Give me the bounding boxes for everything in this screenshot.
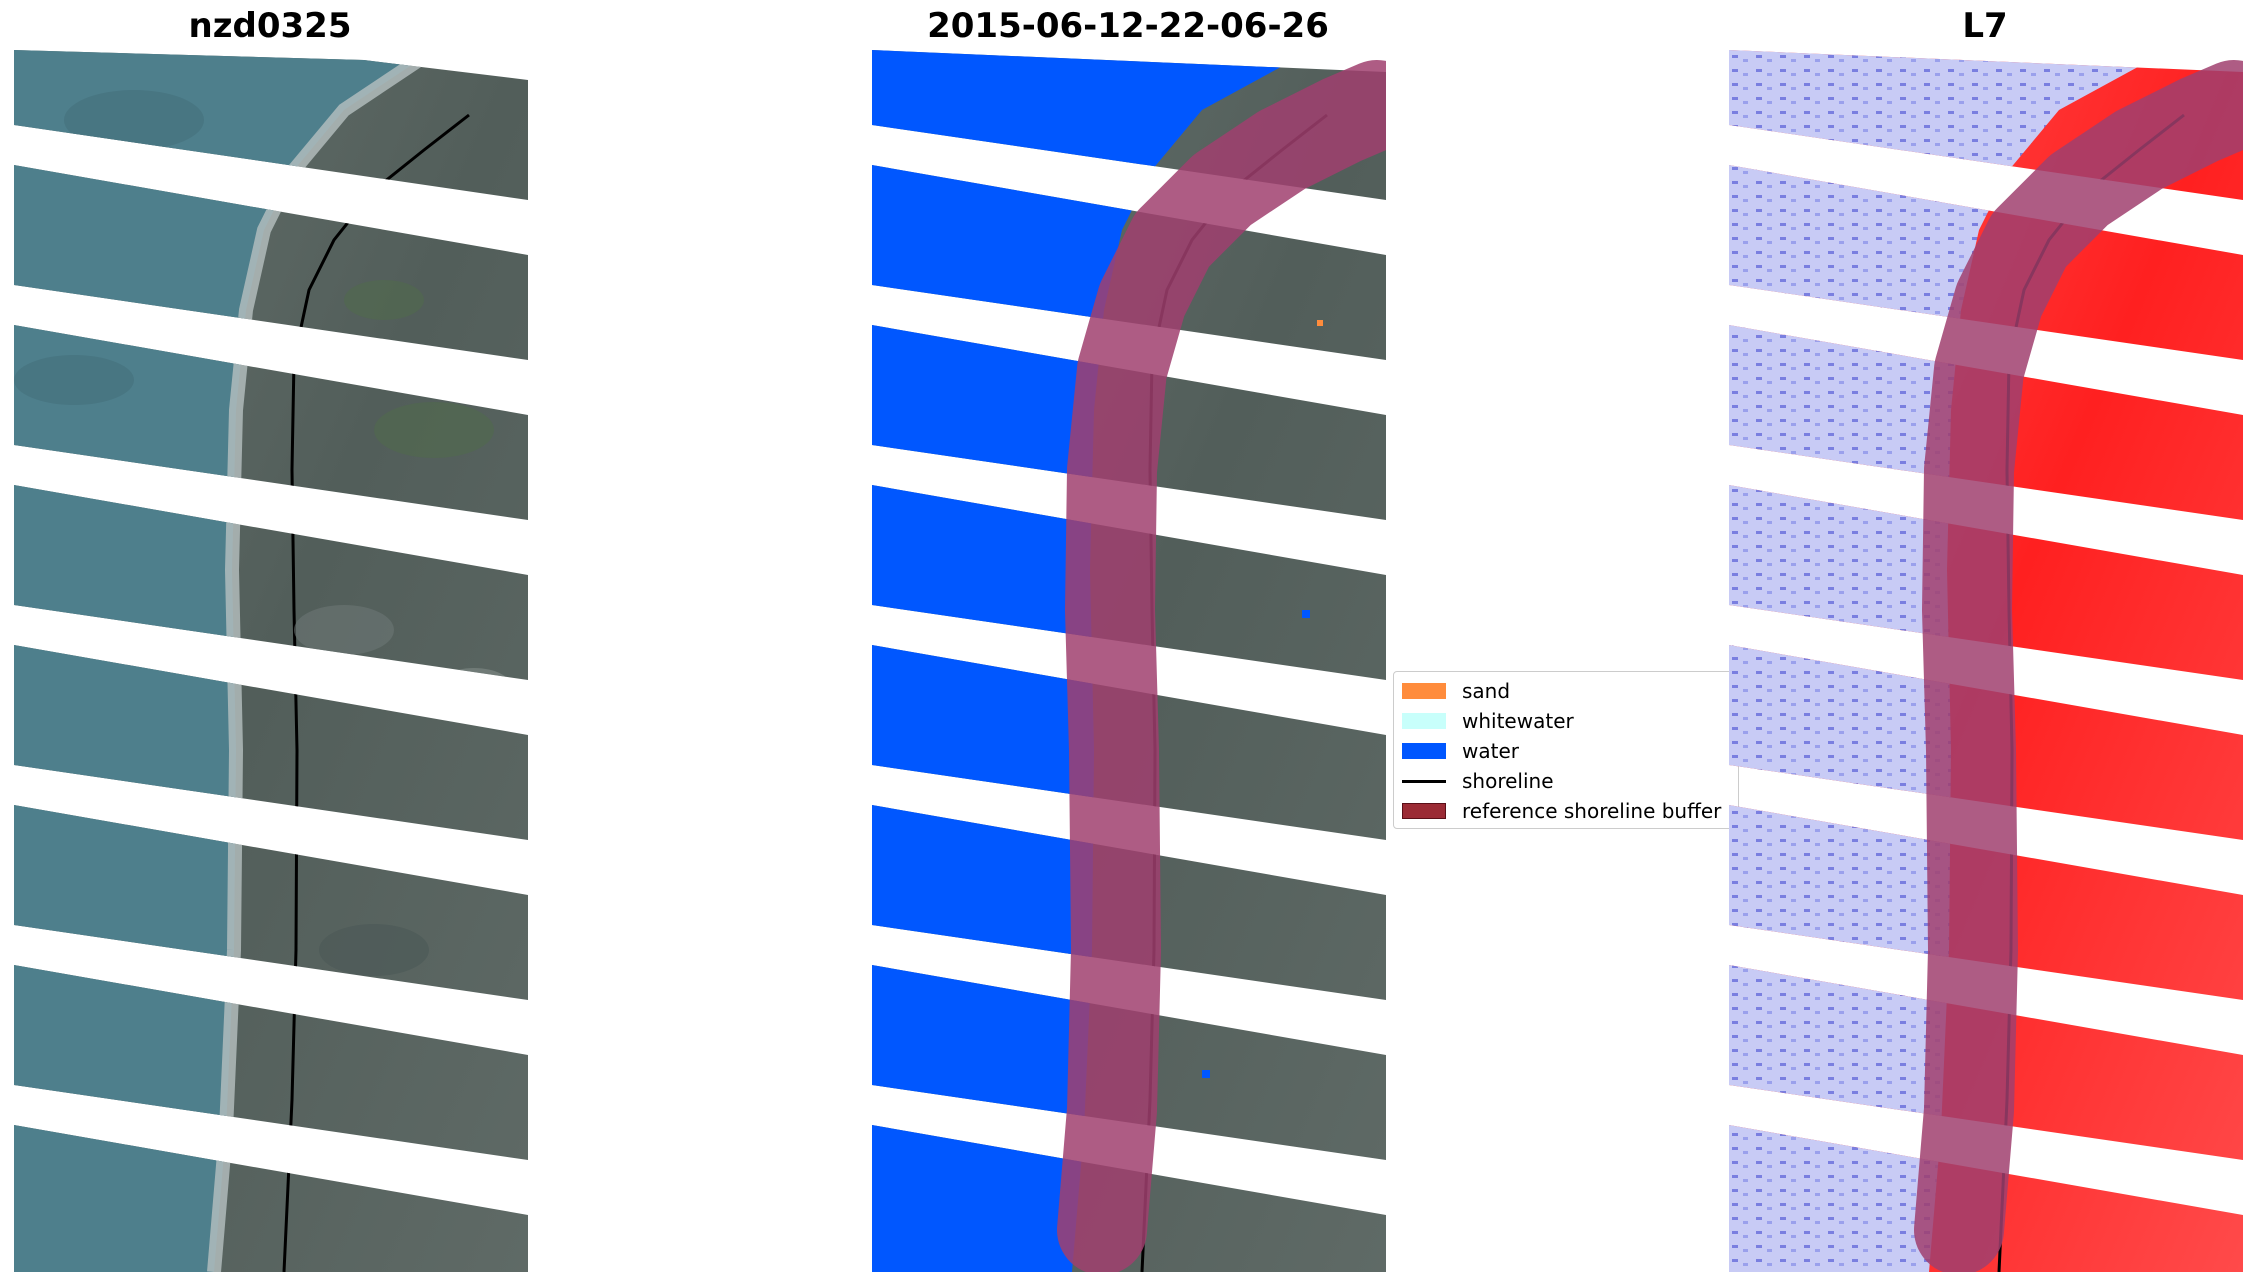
classified-image xyxy=(872,50,1386,1272)
sand-swatch xyxy=(1402,683,1446,699)
panel-title-rgb: nzd0325 xyxy=(188,6,352,46)
legend-label: whitewater xyxy=(1462,709,1574,733)
rgb-satellite-image xyxy=(14,50,528,1272)
legend-item-sand: sand xyxy=(1402,678,1510,704)
legend-label: reference shoreline buffer xyxy=(1462,799,1722,823)
legend-label: shoreline xyxy=(1462,769,1554,793)
index-image xyxy=(1729,50,2243,1272)
legend-item-buffer: reference shoreline buffer xyxy=(1402,798,1721,824)
buffer-swatch xyxy=(1402,803,1446,819)
legend-label: water xyxy=(1462,739,1519,763)
legend-item-water: water xyxy=(1402,738,1519,764)
shoreline-line-swatch xyxy=(1402,779,1446,783)
legend-label: sand xyxy=(1462,679,1511,703)
whitewater-swatch xyxy=(1402,713,1446,729)
legend-item-shoreline: shoreline xyxy=(1402,768,1554,794)
panel-title-index: L7 xyxy=(1962,6,2008,46)
legend-item-whitewater: whitewater xyxy=(1402,708,1574,734)
water-swatch xyxy=(1402,743,1446,759)
legend: sand whitewater water shoreline referenc… xyxy=(1393,671,1739,829)
panel-title-classified: 2015-06-12-22-06-26 xyxy=(927,6,1329,46)
